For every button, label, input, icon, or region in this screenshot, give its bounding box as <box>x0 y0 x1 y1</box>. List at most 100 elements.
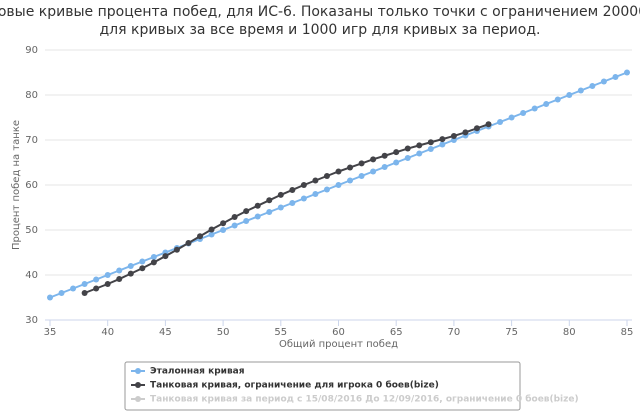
x-tick-label: 80 <box>563 327 576 338</box>
data-point <box>243 218 250 224</box>
y-tick-label: 50 <box>25 225 38 236</box>
data-point <box>520 110 527 116</box>
data-point <box>104 281 111 287</box>
data-point <box>473 125 480 132</box>
data-point <box>93 285 100 292</box>
data-point <box>577 87 584 94</box>
data-point <box>208 231 215 238</box>
data-point <box>197 233 204 240</box>
data-point <box>243 208 250 215</box>
data-point <box>185 240 192 247</box>
y-axis-label: Процент побед на танке <box>11 120 22 250</box>
data-point <box>150 254 157 260</box>
data-point <box>543 101 550 107</box>
data-point <box>323 186 330 193</box>
data-point <box>277 191 284 198</box>
data-point <box>70 285 77 292</box>
data-point <box>116 276 123 283</box>
data-point <box>370 156 377 163</box>
legend-label[interactable]: Эталонная кривая <box>150 367 245 377</box>
data-point <box>116 267 123 274</box>
data-point <box>416 142 423 149</box>
legend-label[interactable]: Танковая кривая за период с 15/08/2016 Д… <box>150 394 579 405</box>
data-point <box>497 119 504 125</box>
data-point <box>335 182 342 188</box>
data-point <box>439 136 446 143</box>
legend-symbol <box>135 396 141 402</box>
data-point <box>589 83 596 89</box>
data-point <box>393 159 400 166</box>
data-point <box>439 141 446 148</box>
data-point <box>531 105 538 112</box>
data-point <box>427 146 434 152</box>
data-point <box>335 168 342 175</box>
data-point <box>323 173 330 179</box>
data-point <box>254 213 261 220</box>
data-point <box>427 139 434 146</box>
data-point <box>462 129 469 136</box>
x-tick-label: 65 <box>390 327 403 338</box>
data-point <box>127 263 134 269</box>
y-tick-label: 70 <box>25 135 38 146</box>
data-point <box>220 220 227 227</box>
legend-label[interactable]: Танковая кривая, ограничение для игрока … <box>150 380 439 391</box>
data-point <box>347 177 354 184</box>
x-axis-label: Общий процент побед <box>279 339 398 350</box>
data-point <box>289 200 296 206</box>
data-point <box>162 253 169 260</box>
y-tick-label: 30 <box>25 315 38 326</box>
x-tick-label: 35 <box>44 327 57 338</box>
legend-symbol <box>135 368 141 374</box>
data-point <box>300 195 307 202</box>
y-tick-label: 40 <box>25 270 38 281</box>
data-point <box>150 259 157 266</box>
data-point <box>612 74 619 80</box>
y-tick-label: 80 <box>25 90 38 101</box>
data-point <box>139 258 146 265</box>
data-point <box>208 226 215 233</box>
data-point <box>81 281 88 287</box>
data-point <box>312 191 319 197</box>
data-point <box>47 294 53 301</box>
x-tick-label: 55 <box>274 327 287 338</box>
chart-title: Танковые кривые процента побед, для ИС-6… <box>0 4 640 38</box>
x-tick-label: 75 <box>505 327 518 338</box>
data-point <box>450 132 457 139</box>
data-point <box>277 204 284 211</box>
data-point <box>231 222 238 229</box>
x-tick-label: 85 <box>621 327 634 338</box>
data-point <box>381 152 388 159</box>
x-tick-label: 60 <box>332 327 345 338</box>
data-point <box>312 177 319 184</box>
data-point <box>347 164 354 171</box>
data-point <box>393 149 400 156</box>
x-tick-label: 50 <box>217 327 230 338</box>
data-point <box>254 202 261 209</box>
data-point <box>370 168 377 175</box>
data-point <box>266 197 273 204</box>
legend-box <box>124 361 521 411</box>
y-tick-label: 60 <box>25 180 38 191</box>
data-point <box>81 290 88 296</box>
data-point <box>404 155 411 161</box>
data-point <box>139 265 146 272</box>
data-point <box>624 69 630 76</box>
data-point <box>566 92 573 98</box>
data-point <box>381 164 388 170</box>
data-point <box>104 272 111 278</box>
data-point <box>127 270 134 277</box>
data-point <box>404 145 411 152</box>
legend-symbol <box>135 382 141 388</box>
data-point <box>358 160 365 167</box>
data-point <box>173 246 180 253</box>
data-point <box>220 227 227 233</box>
data-point <box>485 121 492 128</box>
data-point <box>416 150 423 157</box>
data-point <box>508 114 515 121</box>
data-point <box>93 276 100 283</box>
data-point <box>58 290 65 296</box>
data-point <box>300 182 307 188</box>
data-point <box>554 96 561 103</box>
data-point <box>289 186 296 193</box>
